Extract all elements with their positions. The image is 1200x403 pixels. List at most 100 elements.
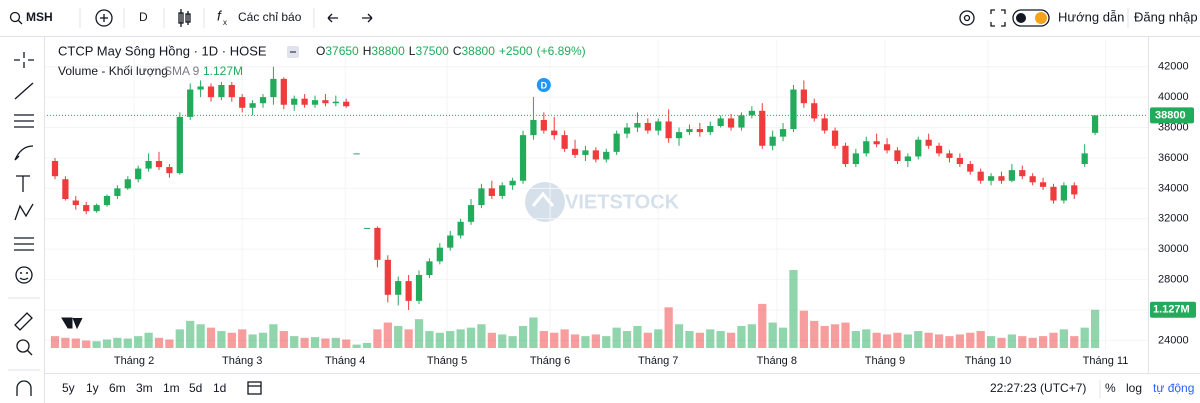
- fx-icon[interactable]: f: [217, 8, 223, 24]
- event-marker[interactable]: [536, 78, 551, 92]
- volume-bar: [716, 331, 725, 348]
- range-button[interactable]: 5d: [189, 381, 202, 395]
- volume-bar: [1049, 332, 1058, 348]
- text-tool[interactable]: [16, 175, 30, 192]
- candle-body: [530, 119, 537, 136]
- candle-body: [384, 259, 391, 295]
- range-button[interactable]: 1d: [213, 381, 226, 395]
- candle-body: [1071, 185, 1078, 195]
- volume-bar: [830, 324, 840, 348]
- volume-bar: [633, 325, 642, 348]
- volume-bar: [758, 303, 767, 348]
- guide-link[interactable]: Hướng dẫn: [1058, 9, 1124, 24]
- ruler-tool[interactable]: [14, 312, 33, 331]
- candle-body: [665, 121, 672, 139]
- auto-toggle[interactable]: tự động: [1153, 381, 1194, 395]
- candle-body: [1039, 182, 1047, 187]
- brush-tool[interactable]: [14, 145, 34, 161]
- plot-area: 2400026000280003000032000340003600038000…: [44, 37, 1196, 373]
- settings-button[interactable]: [959, 10, 975, 26]
- volume-bar: [50, 336, 60, 348]
- volume-bar: [144, 332, 153, 348]
- range-button[interactable]: 3m: [136, 381, 153, 395]
- candle-body: [967, 164, 974, 172]
- candle-body: [218, 84, 225, 98]
- y-tick-label: 32000: [1158, 213, 1189, 225]
- volume-bar: [414, 319, 424, 348]
- legend-item: 38800: [371, 44, 405, 58]
- candle-body: [249, 103, 256, 108]
- bottom-toolbar: 22:27:23 (UTC+7) % log tự động 5y 1y 6m 3m 1…: [44, 373, 1200, 398]
- volume-bar: [165, 339, 174, 348]
- volume-bar: [92, 341, 101, 348]
- volume-bar: [539, 331, 548, 348]
- volume-bar: [1007, 334, 1016, 348]
- volume-bar: [810, 320, 819, 348]
- candle-body: [852, 153, 859, 165]
- trendline-tool[interactable]: [14, 82, 34, 100]
- zoom-tool[interactable]: [16, 339, 33, 356]
- range-button[interactable]: 1m: [163, 381, 180, 395]
- volume-bar: [102, 339, 112, 348]
- log-toggle[interactable]: log: [1126, 381, 1142, 395]
- crosshair-tool[interactable]: [14, 52, 34, 68]
- y-tick-label: 40000: [1158, 91, 1189, 103]
- candle-body: [103, 195, 111, 206]
- magnet-tool[interactable]: [16, 380, 32, 396]
- candle-body: [228, 84, 235, 98]
- fullscreen-button[interactable]: [990, 9, 1006, 27]
- candle-body: [603, 151, 610, 160]
- volume-bar: [622, 331, 632, 348]
- candle-body: [561, 135, 568, 149]
- theme-toggle[interactable]: [1012, 9, 1050, 27]
- candle-body: [155, 160, 163, 168]
- prediction-tool[interactable]: [14, 237, 34, 251]
- volume-bar: [737, 325, 746, 348]
- volume-bar: [591, 334, 600, 348]
- symbol-search[interactable]: MSH: [9, 10, 53, 25]
- volume-bar: [248, 334, 257, 348]
- candle-body: [821, 118, 828, 131]
- percent-toggle[interactable]: %: [1105, 381, 1116, 395]
- x-tick-label: Tháng 2: [114, 355, 154, 367]
- fx-icon-sub[interactable]: x: [223, 18, 227, 27]
- volume-bar: [342, 339, 351, 348]
- volume-bar: [321, 338, 330, 348]
- volume-legend-name: Volume - Khối lượng: [58, 64, 168, 78]
- date-range-button[interactable]: [247, 381, 262, 395]
- candle-body: [301, 98, 308, 105]
- candle-body: [72, 200, 79, 206]
- login-link[interactable]: Đăng nhập: [1134, 9, 1198, 24]
- icon-tool[interactable]: [15, 266, 33, 284]
- range-button[interactable]: 1y: [86, 381, 99, 395]
- range-button[interactable]: 5y: [62, 381, 75, 395]
- last-price-tag: [1150, 107, 1194, 124]
- redo-button[interactable]: [362, 13, 373, 23]
- indicators-button[interactable]: Các chỉ báo: [238, 10, 302, 24]
- volume-bar: [747, 324, 756, 348]
- candle-body: [436, 247, 443, 262]
- volume-bar: [934, 334, 944, 348]
- volume-bar: [602, 336, 611, 348]
- range-button[interactable]: 6m: [109, 381, 126, 395]
- volume-bar: [1059, 329, 1068, 348]
- candle-body: [343, 101, 350, 107]
- volume-bar: [550, 332, 559, 348]
- undo-button[interactable]: [327, 13, 338, 23]
- volume-bar: [674, 324, 684, 348]
- volume-bar: [394, 325, 403, 348]
- volume-bar: [955, 334, 964, 348]
- pattern-tool[interactable]: [14, 203, 34, 221]
- watermark-text: VIETSTOCK: [565, 191, 680, 213]
- fib-tool[interactable]: [14, 114, 34, 128]
- volume-bar: [71, 338, 80, 348]
- volume-bar: [300, 337, 309, 348]
- interval-button[interactable]: D: [139, 10, 148, 24]
- volume-bar: [581, 336, 590, 348]
- compare-button[interactable]: [95, 9, 113, 27]
- candle-body: [135, 168, 142, 180]
- chart-type-button[interactable]: [178, 9, 191, 27]
- left-toolbar: [8, 37, 45, 403]
- symbol[interactable]: MSH: [26, 10, 53, 24]
- volume-bar: [872, 332, 881, 348]
